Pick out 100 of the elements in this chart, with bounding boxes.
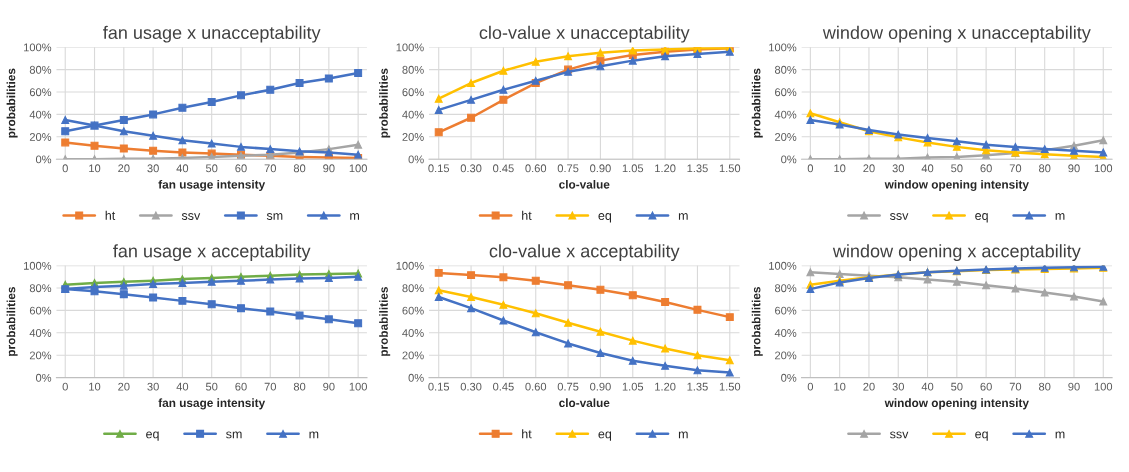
legend-label: m bbox=[678, 431, 688, 439]
x-tick-label: 0.75 bbox=[557, 164, 579, 173]
y-tick-label: 80% bbox=[402, 284, 424, 293]
legend-label: sm bbox=[266, 213, 283, 220]
y-tick-label: 60% bbox=[775, 88, 797, 97]
legend-label: ht bbox=[105, 210, 116, 220]
y-tick-label: 80% bbox=[402, 65, 424, 74]
x-tick-label: 1.35 bbox=[687, 164, 708, 173]
y-tick-label: 0% bbox=[781, 155, 797, 164]
x-tick-label: 70 bbox=[1009, 382, 1022, 391]
x-tick-label: 30 bbox=[147, 382, 159, 391]
x-tick-label: 0 bbox=[62, 164, 68, 173]
y-tick-label: 40% bbox=[402, 110, 424, 119]
x-tick-label: 0 bbox=[62, 382, 68, 391]
x-tick-label: 1.05 bbox=[622, 382, 644, 391]
x-tick-label: 100 bbox=[349, 164, 367, 173]
x-axis-title: fan usage intensity bbox=[158, 398, 266, 410]
x-tick-label: 0 bbox=[807, 164, 814, 173]
x-tick-label: 50 bbox=[205, 164, 218, 173]
legend-label: ht bbox=[522, 210, 532, 220]
x-tick-label: 0 bbox=[807, 382, 814, 391]
legend-label: ssv bbox=[181, 213, 201, 220]
y-tick-label: 80% bbox=[774, 284, 797, 293]
x-axis-title: fan usage intensity bbox=[158, 179, 266, 192]
x-tick-label: 80 bbox=[293, 382, 306, 391]
x-tick-label: 90 bbox=[1068, 164, 1080, 173]
x-tick-label: 0.30 bbox=[460, 164, 482, 173]
x-tick-label: 0.90 bbox=[590, 164, 611, 173]
x-tick-label: 100 bbox=[349, 382, 367, 391]
x-tick-label: 50 bbox=[205, 382, 218, 391]
x-tick-label: 90 bbox=[323, 382, 335, 391]
y-tick-label: 80% bbox=[29, 65, 52, 74]
y-axis-title: probabilities bbox=[379, 286, 391, 356]
legend-label: m bbox=[309, 431, 319, 439]
x-tick-label: 40 bbox=[921, 164, 934, 173]
x-tick-label: 0.45 bbox=[493, 382, 514, 391]
y-tick-label: 40% bbox=[29, 329, 52, 337]
x-tick-label: 20 bbox=[863, 382, 875, 391]
y-tick-label: 60% bbox=[402, 88, 424, 97]
y-tick-label: 100% bbox=[396, 43, 424, 52]
y-axis-title: probabilities bbox=[6, 286, 18, 356]
x-tick-label: 20 bbox=[118, 382, 130, 391]
x-tick-label: 1.20 bbox=[655, 382, 676, 391]
y-tick-label: 60% bbox=[775, 306, 797, 315]
y-tick-label: 80% bbox=[29, 284, 52, 293]
x-tick-label: 0.60 bbox=[525, 382, 547, 391]
legend-label: sm bbox=[226, 431, 242, 439]
x-tick-label: 1.05 bbox=[622, 164, 644, 173]
y-tick-label: 0% bbox=[35, 155, 52, 164]
x-tick-label: 10 bbox=[834, 164, 846, 173]
y-tick-label: 100% bbox=[769, 261, 797, 270]
y-axis-title: probabilities bbox=[379, 68, 391, 138]
x-tick-label: 0.15 bbox=[428, 164, 450, 173]
x-tick-label: 70 bbox=[264, 382, 277, 391]
x-axis-title: window opening intensity bbox=[884, 398, 1029, 410]
legend-label: m bbox=[1055, 213, 1065, 220]
y-tick-label: 40% bbox=[774, 110, 797, 119]
x-tick-label: 10 bbox=[89, 164, 101, 173]
x-tick-label: 1.35 bbox=[687, 382, 708, 391]
x-tick-label: 100 bbox=[1094, 164, 1113, 173]
x-tick-label: 80 bbox=[1039, 164, 1051, 173]
x-axis-title: window opening intensity bbox=[884, 179, 1029, 192]
chart-title: fan usage x unacceptability bbox=[103, 25, 321, 43]
legend-label: eq bbox=[975, 213, 988, 223]
y-axis-title: probabilities bbox=[751, 68, 763, 138]
x-tick-label: 0.45 bbox=[493, 164, 514, 173]
x-tick-label: 90 bbox=[323, 164, 335, 173]
x-tick-label: 40 bbox=[921, 382, 934, 391]
y-tick-label: 100% bbox=[396, 261, 424, 270]
x-tick-label: 40 bbox=[176, 164, 189, 173]
x-axis-title: clo-value bbox=[559, 179, 610, 189]
legend-label: eq bbox=[598, 213, 612, 223]
y-tick-label: 80% bbox=[774, 65, 797, 74]
y-tick-label: 40% bbox=[774, 329, 797, 337]
x-axis-title: clo-value bbox=[559, 398, 610, 408]
x-tick-label: 70 bbox=[1009, 164, 1022, 173]
legend-label: eq bbox=[598, 431, 612, 441]
x-tick-label: 50 bbox=[951, 382, 963, 391]
x-tick-label: 60 bbox=[980, 164, 992, 173]
legend-label: ht bbox=[522, 429, 532, 439]
legend-label: eq bbox=[146, 431, 159, 441]
x-tick-label: 60 bbox=[235, 382, 247, 391]
x-tick-label: 20 bbox=[118, 164, 130, 173]
x-tick-label: 0.90 bbox=[590, 382, 611, 391]
y-tick-label: 60% bbox=[29, 306, 52, 315]
x-tick-label: 1.50 bbox=[719, 164, 741, 173]
x-tick-label: 0.75 bbox=[557, 382, 579, 391]
y-tick-label: 20% bbox=[29, 351, 52, 360]
x-tick-label: 0.15 bbox=[428, 382, 450, 391]
x-tick-label: 80 bbox=[1039, 382, 1051, 391]
y-tick-label: 20% bbox=[775, 133, 797, 141]
x-tick-label: 90 bbox=[1068, 382, 1080, 391]
y-tick-label: 100% bbox=[769, 43, 797, 52]
legend-label: ssv bbox=[890, 431, 909, 439]
y-tick-label: 60% bbox=[29, 88, 52, 97]
x-tick-label: 40 bbox=[176, 382, 189, 391]
chart-title: clo-value x unacceptability bbox=[479, 25, 690, 43]
x-tick-label: 30 bbox=[892, 382, 904, 391]
x-tick-label: 100 bbox=[1094, 382, 1113, 391]
chart-title: clo-value x acceptability bbox=[489, 244, 680, 262]
